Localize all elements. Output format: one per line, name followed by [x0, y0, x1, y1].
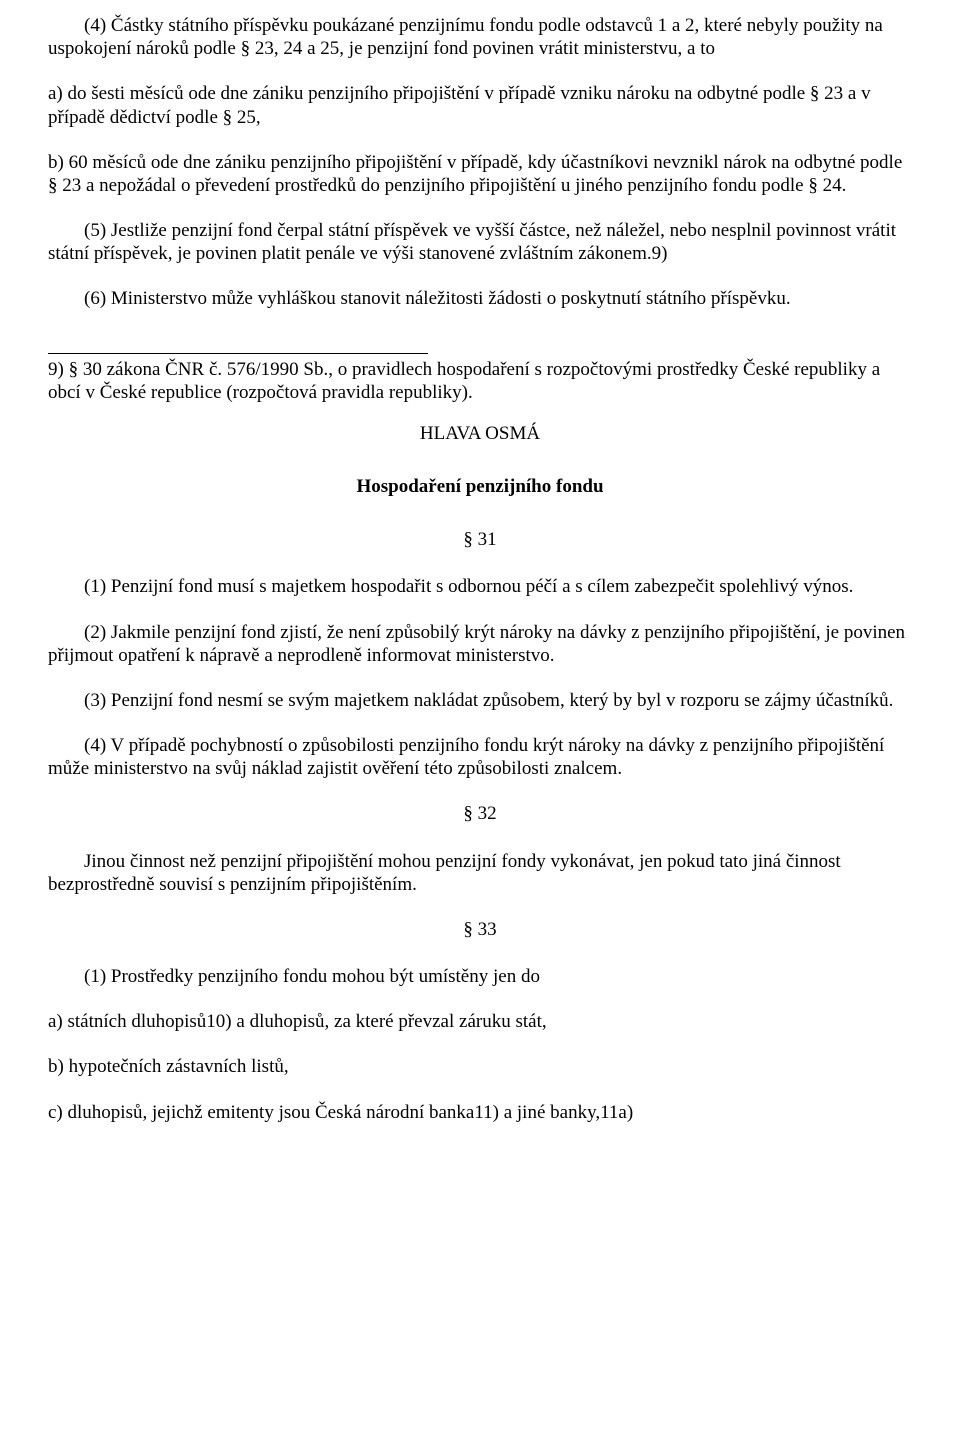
chapter-subtitle: Hospodaření penzijního fondu	[48, 475, 912, 498]
paragraph-4: (4) Částky státního příspěvku poukázané …	[48, 14, 912, 60]
section-31-para-2: (2) Jakmile penzijní fond zjistí, že nen…	[48, 621, 912, 667]
section-33-item-b: b) hypotečních zástavních listů,	[48, 1055, 912, 1078]
section-33-heading: § 33	[48, 918, 912, 941]
item-a: a) do šesti měsíců ode dne zániku penzij…	[48, 82, 912, 128]
section-33-para-1: (1) Prostředky penzijního fondu mohou bý…	[48, 965, 912, 988]
paragraph-5: (5) Jestliže penzijní fond čerpal státní…	[48, 219, 912, 265]
section-31-para-3: (3) Penzijní fond nesmí se svým majetkem…	[48, 689, 912, 712]
section-31-heading: § 31	[48, 528, 912, 551]
footnote-separator	[48, 353, 428, 354]
item-b: b) 60 měsíců ode dne zániku penzijního p…	[48, 151, 912, 197]
section-33-item-c: c) dluhopisů, jejichž emitenty jsou Česk…	[48, 1101, 912, 1124]
section-32-heading: § 32	[48, 802, 912, 825]
paragraph-6: (6) Ministerstvo může vyhláškou stanovit…	[48, 287, 912, 310]
footnote-9: 9) § 30 zákona ČNR č. 576/1990 Sb., o pr…	[48, 358, 912, 404]
section-33-item-a: a) státních dluhopisů10) a dluhopisů, za…	[48, 1010, 912, 1033]
section-31-para-4: (4) V případě pochybností o způsobilosti…	[48, 734, 912, 780]
section-32-para: Jinou činnost než penzijní připojištění …	[48, 850, 912, 896]
section-31-para-1: (1) Penzijní fond musí s majetkem hospod…	[48, 575, 912, 598]
chapter-heading: HLAVA OSMÁ	[48, 422, 912, 445]
